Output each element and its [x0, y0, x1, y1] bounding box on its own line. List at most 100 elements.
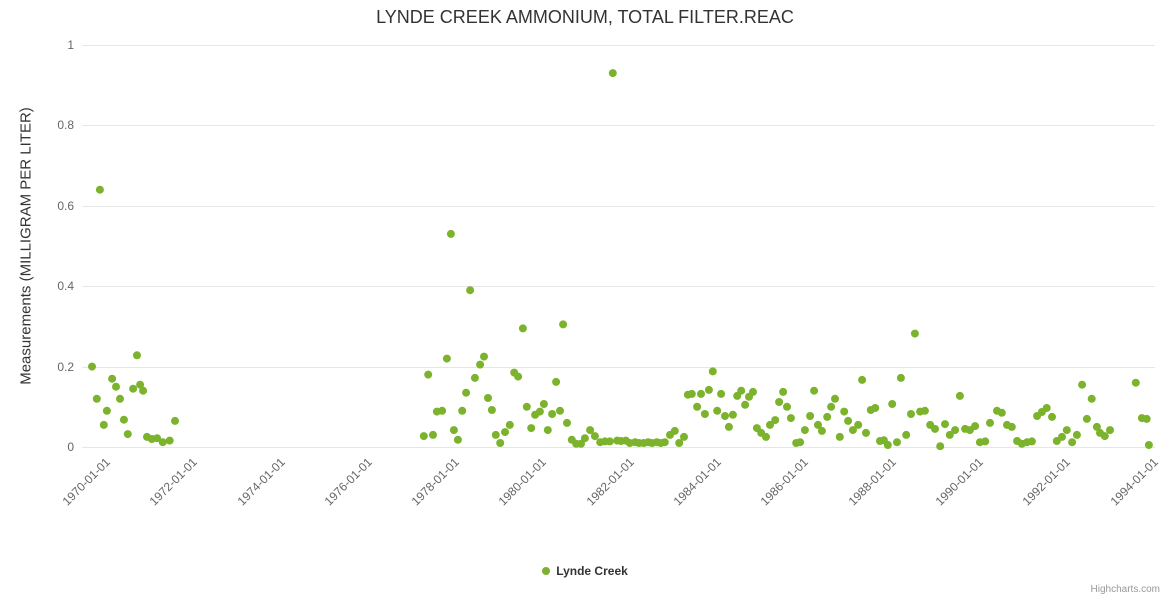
data-point[interactable] — [133, 351, 141, 360]
data-point[interactable] — [721, 412, 729, 420]
data-point[interactable] — [1106, 426, 1114, 435]
data-point[interactable] — [453, 435, 462, 444]
data-point[interactable] — [717, 389, 726, 398]
data-point[interactable] — [116, 394, 124, 403]
highcharts-credits[interactable]: Highcharts.com — [1090, 584, 1160, 595]
data-point[interactable] — [476, 360, 485, 369]
data-point[interactable] — [920, 406, 929, 415]
data-point[interactable] — [424, 370, 433, 379]
data-point[interactable] — [470, 373, 479, 382]
data-point[interactable] — [102, 406, 111, 415]
data-point[interactable] — [501, 428, 509, 437]
data-point[interactable] — [563, 418, 571, 427]
data-point[interactable] — [783, 402, 791, 411]
data-point[interactable] — [862, 428, 870, 437]
legend-item-lynde-creek[interactable]: Lynde Creek — [542, 564, 628, 578]
data-point[interactable] — [548, 410, 557, 418]
data-point[interactable] — [158, 438, 167, 447]
data-point[interactable] — [762, 432, 770, 441]
data-point[interactable] — [971, 422, 980, 431]
data-point[interactable] — [1092, 422, 1101, 431]
data-point[interactable] — [92, 394, 101, 403]
data-point[interactable] — [1068, 438, 1077, 447]
data-point[interactable] — [741, 400, 750, 409]
data-point[interactable] — [724, 422, 733, 431]
data-point[interactable] — [153, 434, 162, 443]
data-point[interactable] — [800, 426, 809, 435]
data-point[interactable] — [522, 402, 531, 411]
data-point[interactable] — [1078, 380, 1087, 389]
data-point[interactable] — [951, 426, 960, 435]
data-point[interactable] — [1058, 432, 1066, 441]
data-point[interactable] — [858, 375, 867, 384]
data-point[interactable] — [586, 426, 595, 435]
data-point[interactable] — [112, 382, 120, 391]
data-point[interactable] — [827, 402, 836, 411]
data-point[interactable] — [99, 420, 108, 429]
data-point[interactable] — [848, 426, 857, 435]
data-point[interactable] — [693, 402, 702, 411]
data-point[interactable] — [888, 400, 897, 408]
data-point[interactable] — [1100, 432, 1109, 441]
data-point[interactable] — [817, 426, 826, 435]
data-point[interactable] — [907, 410, 915, 418]
data-point[interactable] — [981, 437, 990, 446]
data-point[interactable] — [466, 286, 475, 295]
data-point[interactable] — [814, 420, 822, 429]
data-point[interactable] — [806, 412, 815, 420]
data-point[interactable] — [771, 416, 780, 425]
data-point[interactable] — [480, 352, 488, 361]
data-point[interactable] — [660, 438, 669, 447]
data-point[interactable] — [997, 408, 1006, 417]
data-point[interactable] — [910, 329, 919, 338]
data-point[interactable] — [697, 389, 705, 398]
data-point[interactable] — [505, 420, 514, 429]
data-point[interactable] — [95, 185, 104, 194]
data-point[interactable] — [123, 430, 132, 439]
data-point[interactable] — [955, 391, 964, 400]
data-point[interactable] — [496, 439, 505, 447]
data-point[interactable] — [737, 386, 746, 395]
data-point[interactable] — [449, 426, 458, 435]
data-point[interactable] — [779, 387, 788, 396]
data-point[interactable] — [708, 367, 717, 376]
data-point[interactable] — [840, 407, 849, 416]
data-point[interactable] — [1144, 441, 1153, 449]
data-point[interactable] — [786, 414, 795, 423]
data-point[interactable] — [941, 420, 949, 429]
data-point[interactable] — [896, 373, 905, 382]
data-point[interactable] — [543, 426, 552, 435]
data-point[interactable] — [1062, 426, 1071, 435]
data-point[interactable] — [675, 439, 684, 447]
data-point[interactable] — [1042, 404, 1051, 412]
data-point[interactable] — [446, 229, 455, 238]
data-point[interactable] — [419, 432, 428, 441]
data-point[interactable] — [514, 372, 523, 381]
data-point[interactable] — [535, 407, 544, 416]
data-point[interactable] — [1131, 378, 1140, 387]
data-point[interactable] — [119, 415, 128, 424]
data-point[interactable] — [580, 434, 589, 443]
data-point[interactable] — [945, 430, 954, 439]
data-point[interactable] — [487, 406, 496, 414]
data-point[interactable] — [844, 416, 853, 425]
data-point[interactable] — [462, 388, 471, 397]
data-point[interactable] — [136, 380, 145, 389]
data-point[interactable] — [986, 418, 994, 427]
data-point[interactable] — [552, 377, 561, 386]
data-point[interactable] — [442, 354, 451, 363]
data-point[interactable] — [438, 406, 447, 415]
data-point[interactable] — [88, 362, 96, 371]
data-point[interactable] — [700, 410, 709, 418]
data-point[interactable] — [556, 406, 564, 415]
data-point[interactable] — [491, 430, 500, 439]
data-point[interactable] — [165, 436, 174, 445]
data-point[interactable] — [1048, 412, 1056, 421]
data-point[interactable] — [810, 386, 819, 395]
data-point[interactable] — [1072, 430, 1081, 439]
data-point[interactable] — [527, 424, 536, 433]
data-point[interactable] — [1082, 414, 1091, 423]
data-point[interactable] — [577, 439, 585, 448]
data-point[interactable] — [1007, 422, 1016, 431]
data-point[interactable] — [139, 386, 148, 395]
